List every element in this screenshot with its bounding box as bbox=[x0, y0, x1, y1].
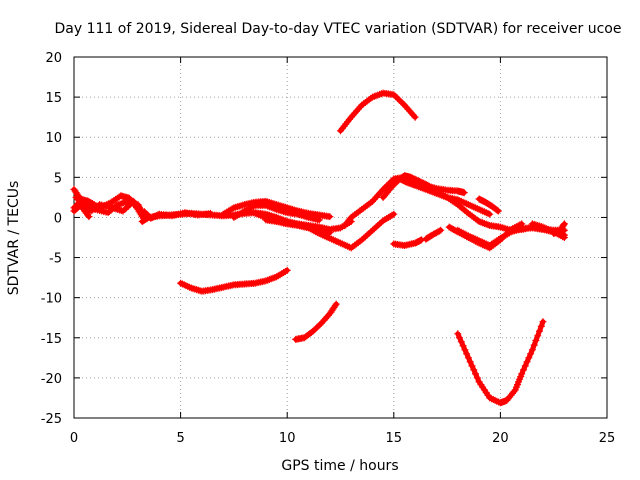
y-tick-labels: -25 -20 -15 -10 -5 0 5 10 15 20 bbox=[41, 51, 62, 427]
series-markers bbox=[70, 201, 93, 221]
series-markers bbox=[550, 220, 568, 237]
series-markers bbox=[390, 236, 425, 249]
chart-title: Day 111 of 2019, Sidereal Day-to-day VTE… bbox=[55, 21, 622, 37]
y-tick-label: -15 bbox=[41, 332, 62, 347]
series-markers bbox=[475, 195, 502, 215]
x-tick-label: 0 bbox=[70, 431, 78, 446]
series-markers bbox=[422, 226, 445, 243]
series-trace-8 bbox=[230, 201, 323, 224]
series-trace-14 bbox=[390, 236, 425, 249]
series-markers bbox=[262, 210, 398, 252]
series-trace-13 bbox=[396, 175, 494, 218]
data-series bbox=[70, 89, 568, 407]
y-tick-label: 10 bbox=[45, 131, 62, 146]
axis-ticks bbox=[73, 56, 608, 419]
series-trace-20 bbox=[475, 195, 502, 215]
series-markers bbox=[396, 175, 494, 218]
x-tick-label: 10 bbox=[279, 431, 296, 446]
x-tick-label: 15 bbox=[386, 431, 403, 446]
series-trace-10 bbox=[262, 210, 398, 252]
series-trace-7 bbox=[219, 197, 334, 221]
y-tick-label: 20 bbox=[45, 51, 62, 66]
series-trace-18 bbox=[528, 220, 568, 241]
y-tick-label: -25 bbox=[41, 412, 62, 427]
series-trace-4 bbox=[70, 201, 93, 221]
series-markers bbox=[230, 201, 323, 224]
series-trace-22 bbox=[177, 266, 291, 295]
x-tick-label: 5 bbox=[176, 431, 184, 446]
series-trace-19 bbox=[550, 220, 568, 237]
plot-frame bbox=[73, 56, 608, 419]
y-tick-label: 0 bbox=[54, 211, 62, 226]
series-trace-15 bbox=[422, 226, 445, 243]
series-trace-21 bbox=[337, 89, 419, 135]
y-tick-label: -20 bbox=[41, 372, 62, 387]
x-axis-label: GPS time / hours bbox=[281, 458, 398, 474]
series-trace-24 bbox=[454, 318, 547, 407]
y-tick-label: -5 bbox=[49, 252, 62, 267]
series-markers bbox=[292, 300, 340, 343]
series-trace-23 bbox=[292, 300, 340, 343]
x-tick-label: 25 bbox=[599, 431, 616, 446]
series-markers bbox=[140, 208, 214, 222]
series-markers bbox=[337, 89, 419, 135]
y-tick-label: 5 bbox=[54, 171, 62, 186]
x-tick-label: 20 bbox=[492, 431, 509, 446]
y-tick-label: 15 bbox=[45, 91, 62, 106]
series-trace-6 bbox=[140, 208, 214, 222]
x-tick-labels: 0 5 10 15 20 25 bbox=[70, 431, 615, 446]
series-markers bbox=[454, 318, 547, 407]
y-axis-label: SDTVAR / TECUs bbox=[6, 181, 22, 296]
series-line bbox=[338, 90, 418, 134]
series-markers bbox=[177, 266, 291, 295]
y-tick-label: -10 bbox=[41, 292, 62, 307]
